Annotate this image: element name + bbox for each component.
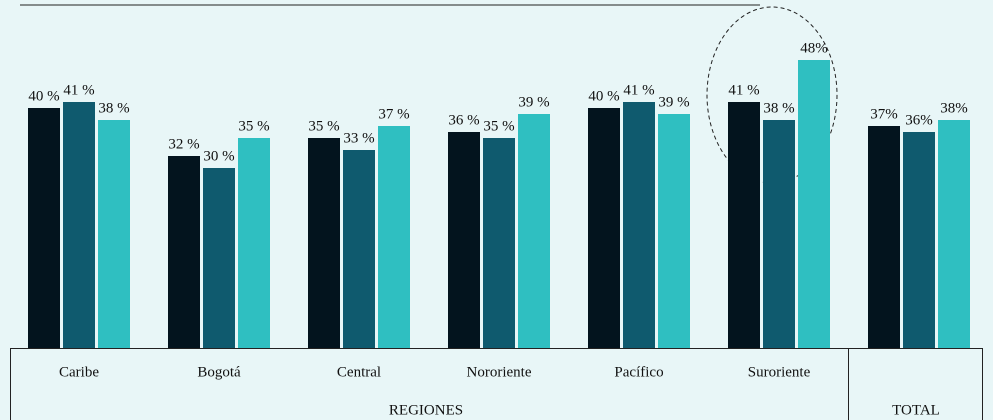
bar	[238, 138, 270, 348]
bar	[868, 126, 900, 348]
bar	[63, 102, 95, 348]
bar	[623, 102, 655, 348]
value-label: 41 %	[623, 82, 654, 98]
group-label: REGIONES	[389, 402, 463, 418]
bar	[658, 114, 690, 348]
bar	[98, 120, 130, 348]
value-label: 41 %	[728, 82, 759, 98]
value-label: 35 %	[483, 118, 514, 134]
bar	[798, 60, 830, 348]
value-label: 30 %	[203, 148, 234, 164]
bar	[308, 138, 340, 348]
value-label: 41 %	[63, 82, 94, 98]
value-label: 35 %	[308, 118, 339, 134]
bar	[203, 168, 235, 348]
value-label: 39 %	[658, 94, 689, 110]
value-label: 36%	[905, 112, 933, 128]
category-label: Central	[337, 364, 381, 380]
category-label: Bogotá	[197, 364, 241, 380]
bar	[938, 120, 970, 348]
value-label: 38%	[940, 100, 968, 116]
value-label: 48%	[800, 40, 828, 56]
bar	[448, 132, 480, 348]
category-label: Pacífico	[614, 364, 663, 380]
bar	[728, 102, 760, 348]
bar	[168, 156, 200, 348]
value-label: 38 %	[98, 100, 129, 116]
value-label: 37%	[870, 106, 898, 122]
bar	[588, 108, 620, 348]
label-table	[10, 348, 983, 420]
bar	[343, 150, 375, 348]
bar	[518, 114, 550, 348]
category-label: Nororiente	[467, 364, 532, 380]
category-label: Suroriente	[748, 364, 811, 380]
group-label: TOTAL	[892, 402, 940, 418]
bar	[483, 138, 515, 348]
bar	[378, 126, 410, 348]
value-label: 32 %	[168, 136, 199, 152]
value-label: 40 %	[588, 88, 619, 104]
value-label: 38 %	[763, 100, 794, 116]
value-label: 33 %	[343, 130, 374, 146]
value-label: 35 %	[238, 118, 269, 134]
value-label: 39 %	[518, 94, 549, 110]
bar	[903, 132, 935, 348]
value-label: 37 %	[378, 106, 409, 122]
bar	[28, 108, 60, 348]
value-label: 36 %	[448, 112, 479, 128]
value-label: 40 %	[28, 88, 59, 104]
bar	[763, 120, 795, 348]
category-label: Caribe	[59, 364, 99, 380]
